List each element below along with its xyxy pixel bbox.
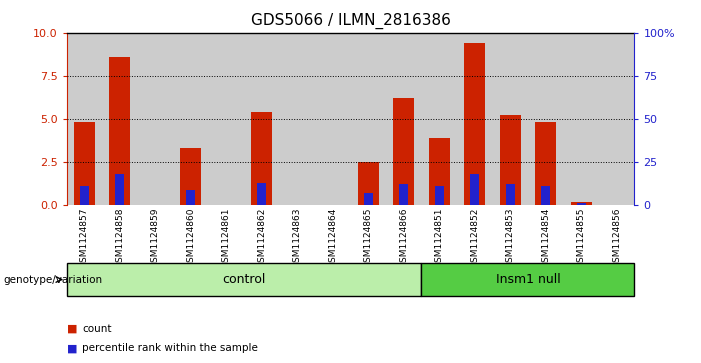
Bar: [280, 33, 315, 205]
Bar: [464, 43, 485, 205]
Bar: [67, 33, 102, 205]
Bar: [470, 174, 479, 205]
Bar: [400, 184, 408, 205]
Bar: [364, 193, 373, 205]
Bar: [180, 148, 201, 205]
Bar: [457, 33, 492, 205]
Bar: [500, 115, 521, 205]
Bar: [564, 33, 599, 205]
Bar: [421, 33, 457, 205]
Bar: [541, 186, 550, 205]
Bar: [358, 162, 379, 205]
Text: percentile rank within the sample: percentile rank within the sample: [82, 343, 258, 354]
Text: ■: ■: [67, 343, 77, 354]
Text: ■: ■: [67, 323, 77, 334]
Bar: [74, 122, 95, 205]
Bar: [428, 138, 450, 205]
Bar: [577, 203, 585, 205]
Bar: [535, 122, 557, 205]
Bar: [251, 112, 273, 205]
Bar: [492, 33, 528, 205]
Bar: [393, 98, 414, 205]
Bar: [599, 33, 634, 205]
Bar: [528, 33, 564, 205]
Bar: [67, 263, 421, 296]
Bar: [350, 33, 386, 205]
Bar: [209, 33, 244, 205]
Text: genotype/variation: genotype/variation: [4, 274, 102, 285]
Bar: [116, 174, 124, 205]
Text: GDS5066 / ILMN_2816386: GDS5066 / ILMN_2816386: [250, 13, 451, 29]
Bar: [505, 184, 515, 205]
Bar: [244, 33, 280, 205]
Bar: [421, 263, 634, 296]
Bar: [571, 202, 592, 205]
Bar: [186, 189, 196, 205]
Bar: [386, 33, 421, 205]
Bar: [109, 57, 130, 205]
Text: Insm1 null: Insm1 null: [496, 273, 560, 286]
Bar: [257, 183, 266, 205]
Bar: [173, 33, 209, 205]
Bar: [435, 186, 444, 205]
Bar: [137, 33, 173, 205]
Bar: [315, 33, 350, 205]
Bar: [80, 186, 89, 205]
Bar: [102, 33, 137, 205]
Text: count: count: [82, 323, 111, 334]
Text: control: control: [222, 273, 266, 286]
